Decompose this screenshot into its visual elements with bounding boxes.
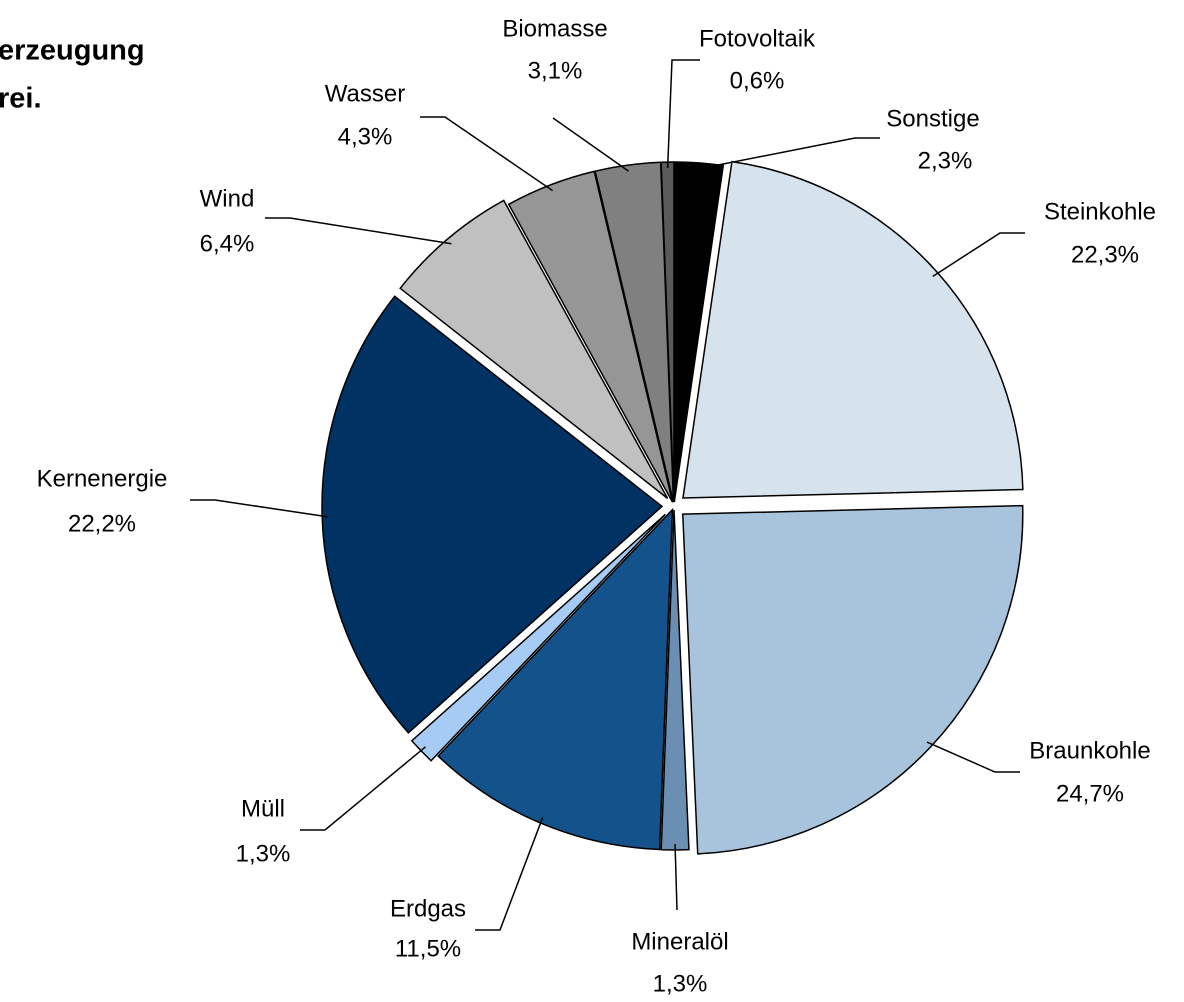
slice-value-label: 24,7% <box>1056 780 1124 807</box>
leader-line <box>420 116 553 192</box>
leader-line <box>666 59 700 169</box>
slice-label: Steinkohle <box>1044 198 1156 225</box>
slice-value-label: 4,3% <box>338 123 393 150</box>
leader-line <box>300 746 427 831</box>
slice-label: Biomasse <box>502 15 607 42</box>
pie-slice <box>682 160 1024 499</box>
pie-slice <box>507 170 674 503</box>
leader-line <box>926 741 1020 773</box>
leader-line <box>190 499 329 518</box>
slice-label: Wind <box>200 185 255 212</box>
slice-label: Fotovoltaik <box>699 25 816 52</box>
leader-line <box>674 843 678 911</box>
slice-value-label: 6,4% <box>200 230 255 257</box>
leader-line <box>552 117 629 172</box>
chart-title: rei. <box>0 83 42 115</box>
leader-line <box>932 232 1025 278</box>
slice-label: Müll <box>241 795 285 822</box>
leader-line <box>265 217 452 245</box>
slice-value-label: 22,3% <box>1071 241 1139 268</box>
slice-value-label: 1,3% <box>236 840 291 867</box>
slice-value-label: 3,1% <box>528 57 583 84</box>
slice-value-label: 22,2% <box>68 510 136 537</box>
slice-value-label: 0,6% <box>730 67 785 94</box>
slice-label: Mineralöl <box>631 928 728 955</box>
pie-slice <box>399 199 669 499</box>
slice-label: Braunkohle <box>1029 737 1150 764</box>
slice-label: Wasser <box>325 80 405 107</box>
chart-title: erzeugung <box>0 35 145 67</box>
slice-label: Erdgas <box>390 895 466 922</box>
leader-line <box>475 817 544 931</box>
pie-slice <box>681 504 1024 855</box>
pie-slice <box>321 295 664 734</box>
slice-label: Sonstige <box>886 105 979 132</box>
slice-value-label: 2,3% <box>918 147 973 174</box>
slice-label: Kernenergie <box>37 465 168 492</box>
leader-line <box>698 137 880 170</box>
slice-value-label: 1,3% <box>653 970 708 997</box>
slice-value-label: 11,5% <box>395 935 461 962</box>
